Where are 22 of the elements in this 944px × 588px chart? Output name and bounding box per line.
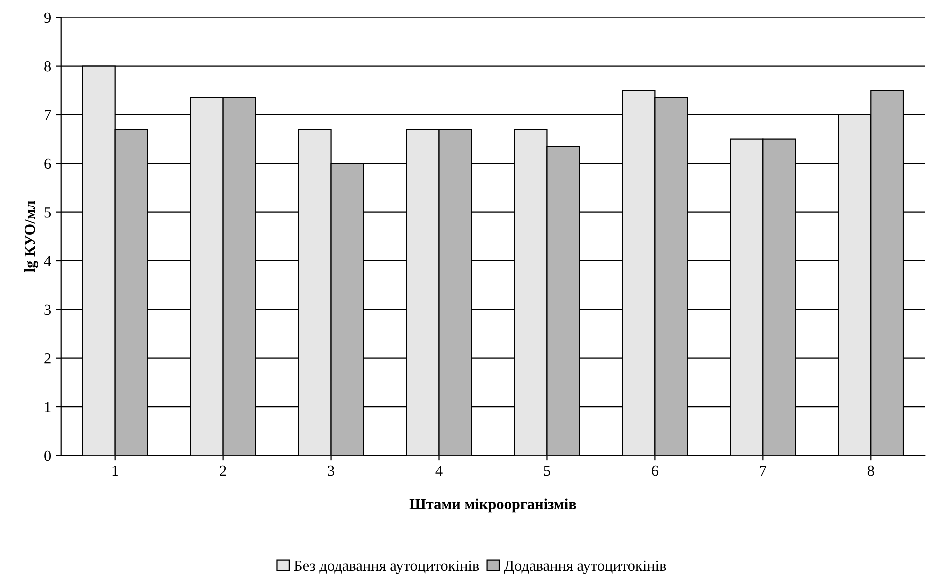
legend-label: Без додавання аутоцитокінів — [294, 560, 480, 574]
x-axis-title: Штами мікроорганізмів — [410, 498, 576, 513]
y-tick-label: 2 — [44, 354, 51, 364]
y-tick-label: 3 — [44, 304, 52, 316]
x-tick-label: 3 — [328, 466, 335, 476]
x-tick-label: 5 — [544, 466, 550, 476]
y-tick-label: 8 — [44, 61, 52, 72]
x-tick-label: 1 — [112, 466, 118, 476]
legend-label: Додавання аутоцитокінів — [504, 560, 666, 574]
x-tick-label: 6 — [652, 466, 659, 476]
x-tick-label: 8 — [868, 466, 874, 476]
y-tick-label: 0 — [44, 450, 52, 462]
y-tick-label: 9 — [44, 12, 52, 24]
y-tick-label: 7 — [45, 110, 52, 120]
y-tick-label: 4 — [44, 256, 52, 266]
x-tick-label: 2 — [220, 466, 226, 476]
x-tick-label: 7 — [760, 466, 767, 476]
x-tick-label: 4 — [436, 466, 443, 476]
y-tick-label: 6 — [44, 158, 52, 170]
y-tick-label: 5 — [44, 208, 52, 218]
y-tick-label: 1 — [45, 402, 51, 412]
y-axis-title: lg КУО/мл — [24, 201, 38, 272]
